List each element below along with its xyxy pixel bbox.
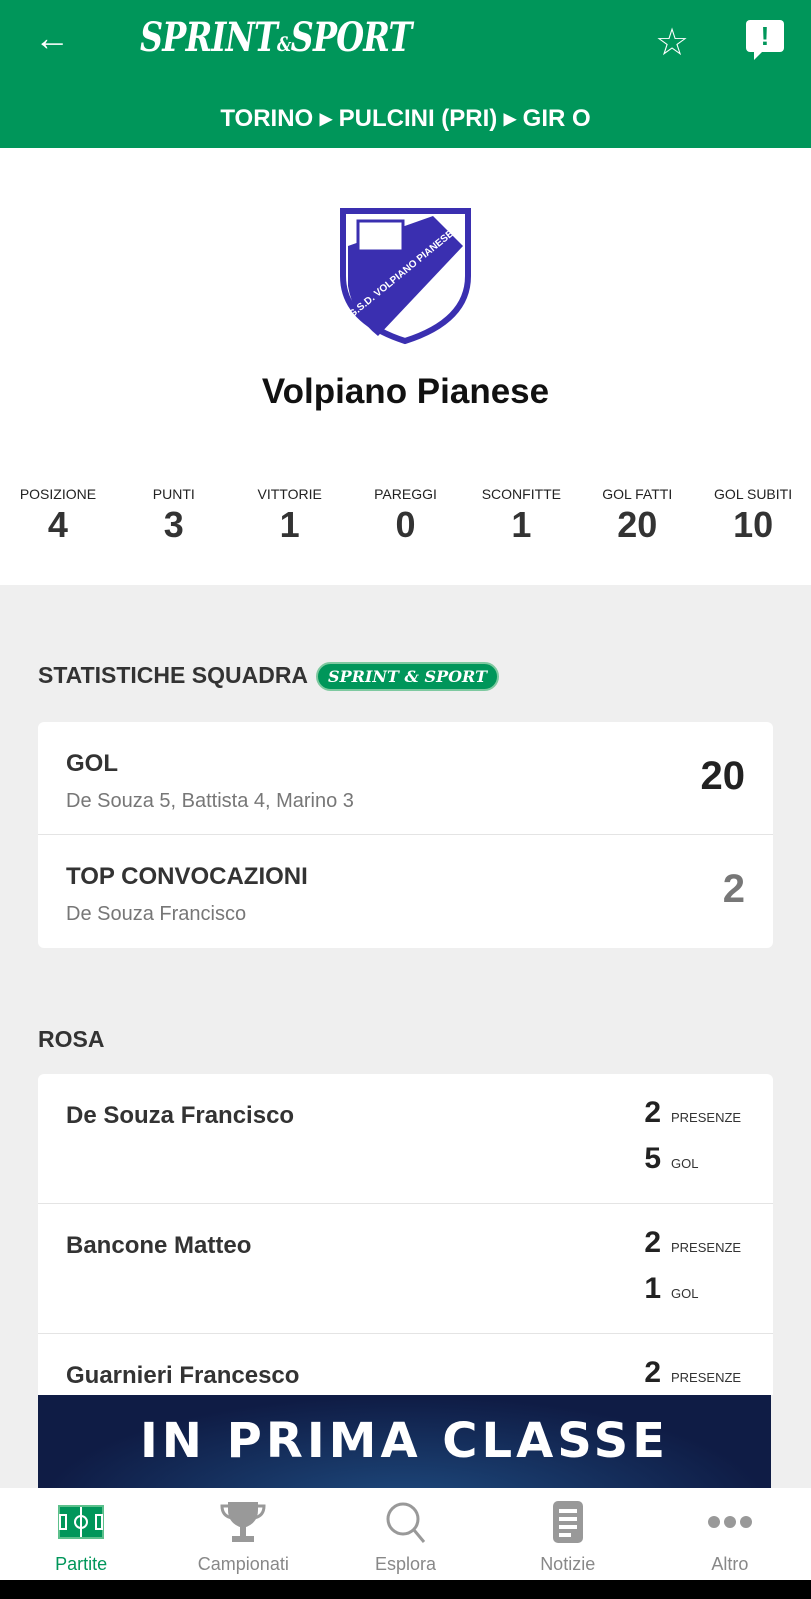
stat-row-gol[interactable]: GOL De Souza 5, Battista 4, Marino 3 20 — [38, 722, 773, 835]
nav-esplora[interactable]: Esplora — [324, 1488, 486, 1580]
presenze-value: 2 — [644, 1356, 661, 1389]
report-feedback-icon[interactable]: ! — [746, 20, 784, 60]
presenze: 2 PRESENZE — [631, 1226, 745, 1260]
sprint-sport-badge: SPRINT & SPORT — [316, 662, 499, 692]
row-value: 2 — [722, 867, 745, 911]
team-stats-heading: STATISTICHE SQUADRA SPRINT & SPORT — [38, 662, 499, 692]
stat-punti: PUNTI 3 — [116, 486, 232, 546]
sprint-sport-logo: SPRINT&SPORT — [140, 14, 412, 61]
row-subtitle: De Souza 5, Battista 4, Marino 3 — [66, 790, 354, 812]
roster-card: De Souza Francisco 2 PRESENZE 5 GOL Bancon… — [38, 1074, 773, 1395]
row-title: TOP CONVOCAZIONI — [66, 863, 308, 890]
star-outline-icon[interactable]: ☆ — [655, 22, 690, 64]
team-name: Volpiano Pianese — [261, 372, 550, 411]
football-field-icon — [0, 1500, 162, 1544]
gol: 1 GOL — [631, 1272, 745, 1306]
stat-label: SCONFITTE — [481, 486, 562, 502]
row-value: 20 — [700, 754, 746, 798]
team-summary: G.S.D. VOLPIANO PIANESE Volpiano Pianese… — [0, 148, 811, 585]
presenze-value: 2 — [644, 1096, 661, 1129]
player-row[interactable]: De Souza Francisco 2 PRESENZE 5 GOL — [38, 1074, 773, 1204]
player-row[interactable]: Guarnieri Francesco 2 PRESENZE — [38, 1334, 773, 1395]
app-header: ← SPRINT&SPORT ☆ ! TORINO ▸ PULCINI (PRI… — [0, 0, 811, 148]
search-icon — [324, 1500, 486, 1544]
stat-value: 20 — [617, 504, 658, 545]
nav-campionati[interactable]: Campionati — [162, 1488, 324, 1580]
player-name: Guarnieri Francesco — [66, 1362, 300, 1389]
breadcrumb[interactable]: TORINO ▸ PULCINI (PRI) ▸ GIR O — [220, 105, 591, 132]
nav-label: Partite — [55, 1554, 108, 1574]
stat-label: GOL FATTI — [602, 486, 673, 502]
stat-sconfitte: SCONFITTE 1 — [463, 486, 579, 546]
gol: 5 GOL — [631, 1142, 745, 1176]
stat-value: 4 — [47, 504, 68, 545]
more-dots-icon — [649, 1500, 811, 1544]
stat-label: PUNTI — [152, 486, 195, 502]
stat-posizione: POSIZIONE 4 — [0, 486, 116, 546]
standings-stats: POSIZIONE 4 PUNTI 3 VITTORIE 1 PAREGGI 0 SCO… — [0, 486, 811, 546]
section-title: STATISTICHE SQUADRA — [38, 662, 309, 688]
stat-label: POSIZIONE — [19, 486, 97, 502]
stat-value: 3 — [163, 504, 184, 545]
stat-gol-subiti: GOL SUBITI 10 — [695, 486, 811, 546]
stat-value: 1 — [279, 504, 300, 545]
arrow-left-icon[interactable]: ← — [34, 17, 70, 58]
presenze: 2 PRESENZE — [631, 1356, 745, 1390]
bottom-nav: Partite Campionati Esplora Notizie Altro — [0, 1488, 811, 1580]
nav-label: Notizie — [540, 1554, 596, 1574]
stat-value: 1 — [511, 504, 532, 545]
nav-label: Altro — [711, 1554, 749, 1574]
gol-value: 1 — [644, 1272, 661, 1305]
player-name: De Souza Francisco — [66, 1102, 295, 1129]
stat-pareggi: PAREGGI 0 — [348, 486, 464, 546]
row-title: GOL — [66, 750, 118, 777]
gol-label: GOL — [671, 1286, 699, 1301]
stat-label: VITTORIE — [257, 486, 322, 502]
team-crest: G.S.D. VOLPIANO PIANESE — [340, 208, 471, 345]
system-nav-bar — [0, 1580, 811, 1599]
stat-vittorie: VITTORIE 1 — [232, 486, 348, 546]
nav-notizie[interactable]: Notizie — [487, 1488, 649, 1580]
gol-value: 5 — [644, 1142, 661, 1175]
ad-banner[interactable]: IN PRIMA CLASSE — [38, 1395, 771, 1488]
news-icon — [487, 1500, 649, 1544]
nav-label: Campionati — [197, 1554, 289, 1574]
stat-label: GOL SUBITI — [714, 486, 793, 502]
stat-value: 10 — [733, 504, 774, 545]
presenze: 2 PRESENZE — [631, 1096, 745, 1130]
stat-gol-fatti: GOL FATTI 20 — [579, 486, 695, 546]
team-stats-card: GOL De Souza 5, Battista 4, Marino 3 20 TO… — [38, 722, 773, 948]
stat-row-convocazioni[interactable]: TOP CONVOCAZIONI De Souza Francisco 2 — [38, 835, 773, 948]
nav-partite[interactable]: Partite — [0, 1488, 162, 1580]
presenze-label: PRESENZE — [671, 1370, 742, 1385]
trophy-icon — [162, 1500, 324, 1544]
roster-heading: ROSA — [38, 1026, 105, 1052]
stat-label: PAREGGI — [374, 486, 437, 502]
nav-label: Esplora — [374, 1554, 437, 1574]
gol-label: GOL — [671, 1156, 699, 1171]
presenze-label: PRESENZE — [671, 1110, 742, 1125]
row-subtitle: De Souza Francisco — [66, 903, 247, 925]
nav-altro[interactable]: Altro — [649, 1488, 811, 1580]
presenze-label: PRESENZE — [671, 1240, 742, 1255]
presenze-value: 2 — [644, 1226, 661, 1259]
stat-value: 0 — [395, 504, 416, 545]
player-name: Bancone Matteo — [66, 1232, 252, 1259]
player-row[interactable]: Bancone Matteo 2 PRESENZE 1 GOL — [38, 1204, 773, 1334]
